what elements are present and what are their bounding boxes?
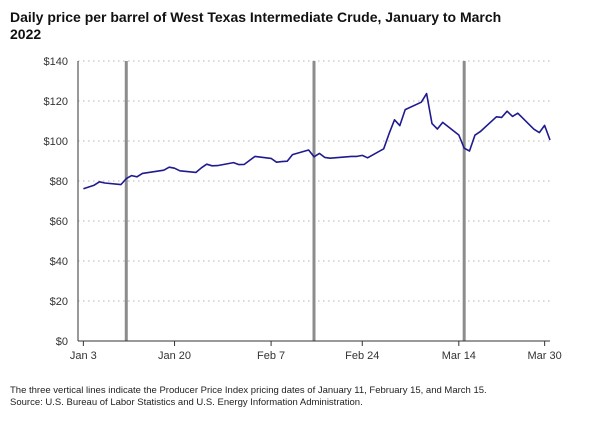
- x-tick-label: Jan 20: [158, 350, 191, 362]
- x-tick-label: Feb 24: [345, 350, 379, 362]
- y-tick-label: $80: [50, 176, 68, 188]
- y-tick-label: $140: [44, 56, 68, 68]
- x-tick-label: Mar 14: [442, 350, 476, 362]
- wti-price-line: [83, 92, 551, 190]
- series: [83, 92, 551, 190]
- x-tick-labels: Jan 3 Jan 20 Feb 7 Feb 24 Mar 14 Mar 30: [70, 350, 562, 362]
- y-tick-label: $0: [56, 336, 68, 348]
- note-ppi-dates: The three vertical lines indicate the Pr…: [10, 385, 487, 396]
- chart-title: Daily price per barrel of West Texas Int…: [10, 9, 502, 42]
- y-tick-labels: $0 $20 $40 $60 $80 $100 $120 $140: [44, 56, 68, 348]
- y-tick-label: $100: [44, 136, 68, 148]
- reference-lines: [124, 61, 466, 341]
- y-tick-label: $120: [44, 96, 68, 108]
- x-tick-label: Jan 3: [70, 350, 97, 362]
- y-tick-label: $40: [50, 256, 68, 268]
- footnote: The three vertical lines indicate the Pr…: [10, 385, 590, 409]
- axes: [77, 61, 550, 346]
- x-tick-label: Mar 30: [528, 350, 562, 362]
- y-tick-label: $20: [50, 296, 68, 308]
- note-source: Source: U.S. Bureau of Labor Statistics …: [10, 397, 363, 408]
- x-tick-label: Feb 7: [257, 350, 285, 362]
- y-tick-label: $60: [50, 216, 68, 228]
